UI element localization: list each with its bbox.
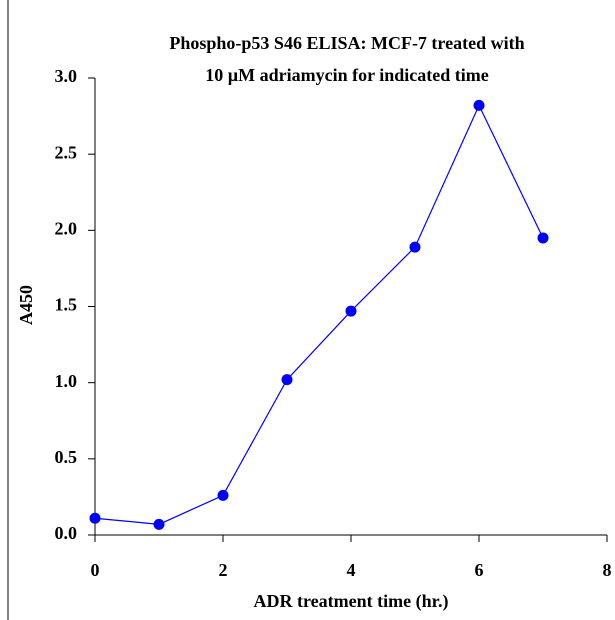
y-tick-label: 0.5 xyxy=(55,447,78,467)
data-point xyxy=(153,518,165,530)
data-point xyxy=(89,512,101,524)
x-tick-label: 0 xyxy=(91,560,100,580)
data-point xyxy=(281,374,293,386)
x-axis-label: ADR treatment time (hr.) xyxy=(254,591,449,612)
data-point xyxy=(345,305,357,317)
chart-title: 10 µM adriamycin for indicated time xyxy=(205,65,489,85)
y-tick-label: 2.0 xyxy=(55,218,78,238)
y-tick-label: 3.0 xyxy=(55,66,78,86)
y-tick-label: 0.0 xyxy=(55,523,78,543)
x-tick-label: 4 xyxy=(347,560,356,580)
y-tick-label: 1.5 xyxy=(55,295,78,315)
data-point xyxy=(217,489,229,501)
y-tick-label: 2.5 xyxy=(55,142,78,162)
data-point xyxy=(409,241,421,253)
x-tick-label: 8 xyxy=(603,560,612,580)
series-line xyxy=(94,104,544,525)
chart-title: Phospho-p53 S46 ELISA: MCF-7 treated wit… xyxy=(169,33,524,53)
x-tick-label: 2 xyxy=(219,560,228,580)
x-tick-label: 6 xyxy=(475,560,484,580)
y-axis-label: A450 xyxy=(16,285,36,325)
data-point xyxy=(473,99,485,111)
data-point xyxy=(537,232,549,244)
y-tick-label: 1.0 xyxy=(55,371,78,391)
